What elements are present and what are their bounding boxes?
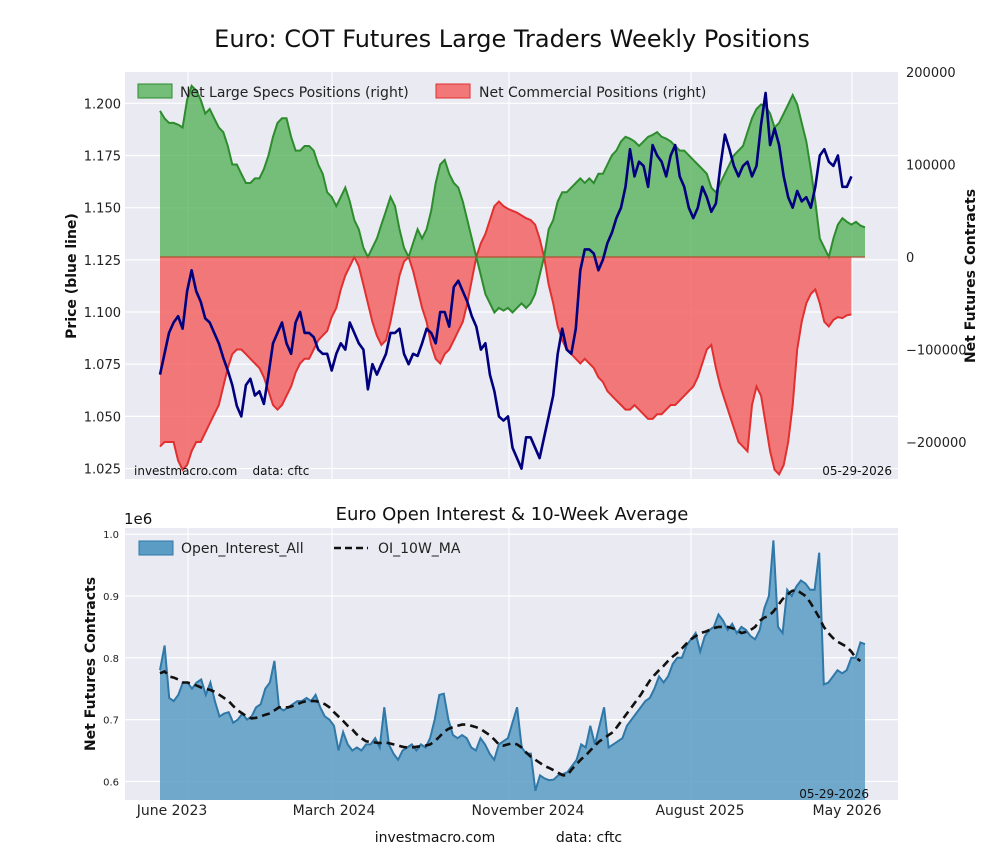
legend-label-specs: Net Large Specs Positions (right) (180, 85, 409, 101)
bottom-y-tick-label: 0.9 (103, 592, 119, 603)
open-interest-area (160, 540, 865, 800)
bottom-y-axis-label: Net Futures Contracts (83, 577, 99, 751)
bottom-y-tick-label: 1.0 (103, 530, 119, 541)
specs-line (159, 84, 866, 315)
open-interest-panel: Euro Open Interest & 10-Week Average 1e6… (83, 504, 898, 819)
bottom-x-tick-label: August 2025 (655, 803, 744, 819)
legend-swatch-commercial (435, 83, 471, 99)
top-left-tick-label: 1.175 (84, 149, 121, 164)
bottom-x-tick-label: March 2024 (293, 803, 376, 819)
bottom-oi-area (159, 540, 866, 800)
top-right-tick-label: −100000 (906, 344, 967, 359)
top-date-annotation: 05-29-2026 (822, 464, 892, 478)
ma-line (159, 588, 862, 777)
legend-label-ma: OI_10W_MA (378, 541, 461, 557)
top-price-line (158, 91, 853, 470)
bottom-x-axis-ticks: June 2023 March 2024 November 2024 August 2… (136, 803, 882, 819)
bottom-y-tick-label: 0.6 (103, 777, 119, 788)
bottom-x-tick-label: June 2023 (136, 803, 208, 819)
top-left-tick-label: 1.075 (84, 358, 121, 373)
bottom-y-tick-label: 0.8 (103, 654, 119, 665)
top-right-tick-label: −200000 (906, 436, 967, 451)
top-left-axis-ticks: 1.025 1.050 1.075 1.100 1.125 1.150 1.175 1.200 (84, 97, 121, 477)
bottom-ma-line (159, 588, 862, 777)
bottom-y-tick-label: 0.7 (103, 716, 119, 727)
bottom-scale-label: 1e6 (124, 510, 152, 528)
top-left-tick-label: 1.100 (84, 306, 121, 321)
top-left-tick-label: 1.150 (84, 202, 121, 217)
footer-data: data: cftc (556, 830, 622, 846)
top-right-tick-label: 200000 (906, 66, 956, 81)
specs-area (160, 85, 865, 313)
top-left-tick-label: 1.025 (84, 463, 121, 478)
legend-label-open-interest: Open_Interest_All (181, 541, 304, 557)
open-interest-line (159, 540, 866, 791)
top-legend: Net Large Specs Positions (right) Net Co… (137, 83, 706, 101)
top-left-tick-label: 1.125 (84, 254, 121, 269)
top-areas (159, 84, 866, 477)
top-right-axis-label: Net Futures Contracts (963, 189, 979, 363)
bottom-date-annotation: 05-29-2026 (799, 787, 869, 801)
top-left-tick-label: 1.200 (84, 97, 121, 112)
legend-swatch-specs (137, 83, 173, 99)
legend-swatch-open-interest (138, 540, 174, 556)
bottom-x-tick-label: May 2026 (812, 803, 881, 819)
figure-title: Euro: COT Futures Large Traders Weekly P… (214, 25, 810, 53)
top-right-tick-label: 0 (906, 251, 914, 266)
commercial-area (160, 201, 852, 475)
commercial-line (159, 200, 852, 477)
top-right-axis-ticks: −200000 −100000 0 100000 200000 (906, 66, 967, 451)
footer-site: investmacro.com (375, 830, 495, 846)
bottom-title: Euro Open Interest & 10-Week Average (336, 504, 689, 525)
top-left-axis-label: Price (blue line) (64, 213, 80, 339)
bottom-y-axis-ticks: 0.6 0.7 0.8 0.9 1.0 (103, 530, 119, 788)
top-right-tick-label: 100000 (906, 159, 956, 174)
cot-positions-panel: 1.025 1.050 1.075 1.100 1.125 1.150 1.175 1.200… (64, 66, 979, 479)
top-left-tick-label: 1.050 (84, 410, 121, 425)
top-source-annotation: investmacro.com data: cftc (134, 464, 309, 478)
bottom-x-tick-label: November 2024 (472, 803, 585, 819)
bottom-legend: Open_Interest_All OI_10W_MA (138, 540, 461, 557)
price-line (158, 91, 853, 470)
legend-label-commercial: Net Commercial Positions (right) (479, 85, 706, 101)
